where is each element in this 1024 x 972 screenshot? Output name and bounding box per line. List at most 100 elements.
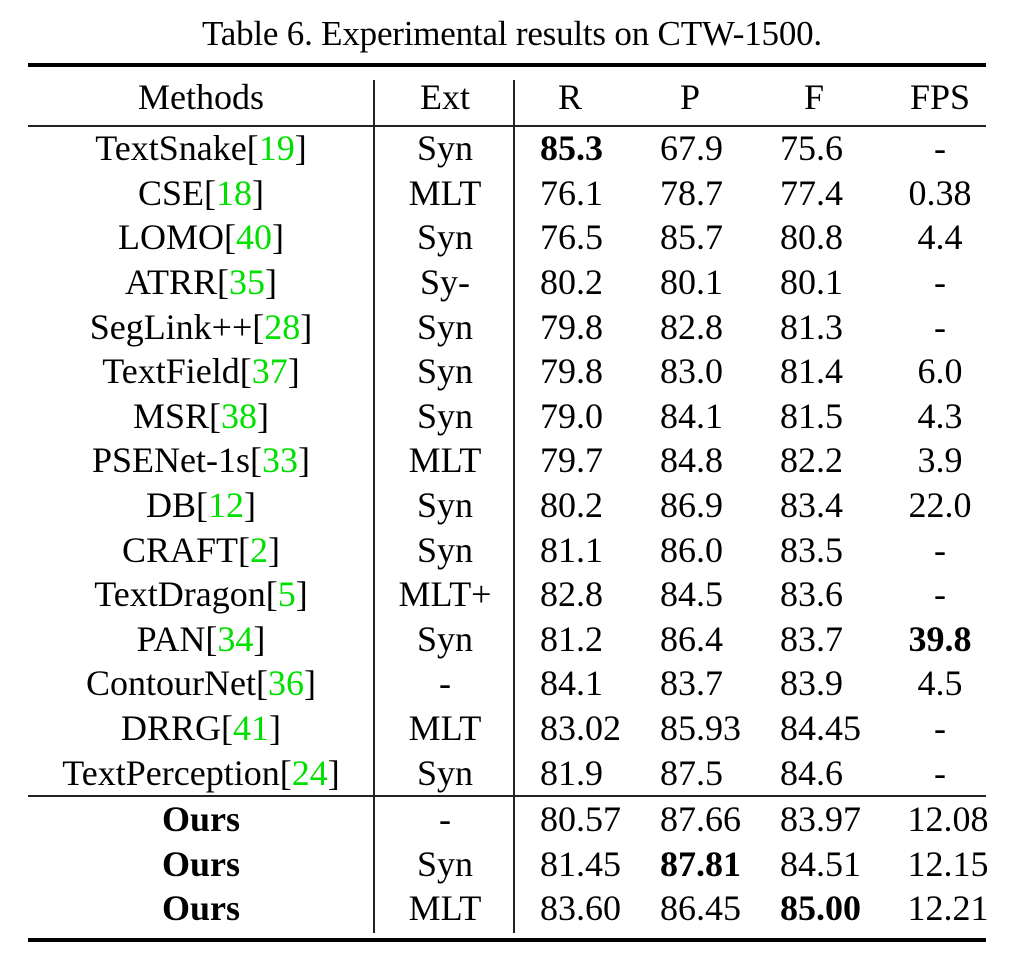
f-cell: 81.4 [780,351,843,392]
header-rule [28,125,986,127]
citation-link[interactable]: 41 [233,708,270,749]
table-ours-body: Ours - 80.57 87.66 83.97 12.08 Ours Syn 81.45 87.… [28,797,989,931]
ext-cell: MLT [408,172,482,213]
citation-close-bracket: ] [265,262,278,303]
p-cell: 85.7 [660,217,723,258]
fps-cell: 22.0 [908,485,972,526]
r-cell: 80.57 [540,799,621,840]
method-cell: PAN [34] [28,617,374,662]
r-cell: 76.5 [540,217,603,258]
method-name: TextDragon [94,574,266,615]
f-cell: 75.6 [780,128,843,169]
citation-link[interactable]: 28 [264,306,301,347]
r-cell: 83.02 [540,708,621,749]
citation-open-bracket: [ [255,663,268,704]
fps-cell: - [934,306,946,347]
ext-cell: Syn [416,128,474,169]
p-cell: 67.9 [660,128,723,169]
ext-cell: - [439,663,451,704]
citation-open-bracket: [ [238,529,251,570]
citation-link[interactable]: 18 [216,172,253,213]
citation-close-bracket: ] [287,351,300,392]
citation-close-bracket: ] [303,663,316,704]
table-row: PSENet-1s [33] MLT 79.7 84.8 82.2 3.9 [28,438,986,483]
p-cell: 86.45 [660,888,741,929]
f-cell: 83.7 [780,618,843,659]
citation-link[interactable]: 19 [258,128,295,169]
method-name: DB [145,485,196,526]
citation-close-bracket: ] [294,128,307,169]
citation-link[interactable]: 12 [208,485,244,526]
table-row: TextSnake [19] Syn 85.3 67.9 75.6 - [28,126,986,171]
r-cell: 76.1 [540,172,603,213]
method-cell: SegLink++ [28] [28,304,374,349]
p-cell: 87.81 [660,843,741,884]
r-cell: 80.2 [540,262,603,303]
citation-link[interactable]: 40 [236,217,272,258]
method-cell: LOMO[40] [28,215,374,260]
p-cell: 82.8 [660,306,723,347]
ext-cell: MLT [408,888,482,929]
ext-cell: Syn [416,618,474,659]
ext-cell: Syn [416,843,474,884]
citation-link[interactable]: 24 [291,752,328,793]
table-row: MSR[38] Syn 79.0 84.1 81.5 4.3 [28,394,986,439]
table-row: TextDragon [5] MLT+ 82.8 84.5 83.6 - [28,572,986,617]
table-header-row: Methods Ext R P F FPS [28,68,986,126]
table-body: TextSnake [19] Syn 85.3 67.9 75.6 - CSE [18] ML… [28,126,986,795]
fps-cell: 6.0 [917,351,963,392]
ext-cell: MLT [408,440,482,481]
method-name: PAN [136,618,206,659]
p-cell: 87.5 [660,752,723,793]
citation-open-bracket: [ [204,172,217,213]
top-rule [28,63,986,67]
method-cell: Ours [28,842,374,887]
r-cell: 82.8 [540,574,603,615]
ext-cell: Syn [416,529,474,570]
citation-open-bracket: [ [265,574,278,615]
f-cell: 83.6 [780,574,843,615]
citation-link[interactable]: 36 [267,663,304,704]
ext-cell: MLT [408,708,482,749]
f-cell: 84.45 [780,708,861,749]
table-row: DRRG [41] MLT 83.02 85.93 84.45 - [28,706,986,751]
citation-link[interactable]: 5 [277,574,296,615]
f-cell: 77.4 [780,172,843,213]
citation-close-bracket: ] [269,708,282,749]
citation-close-bracket: ] [327,752,340,793]
table-row: ATRR[35] Sy- 80.2 80.1 80.1 - [28,260,986,305]
table-row: TextField [37] Syn 79.8 83.0 81.4 6.0 [28,349,986,394]
method-cell: TextDragon [5] [28,572,374,617]
citation-open-bracket: [ [279,752,292,793]
citation-link[interactable]: 35 [229,262,266,303]
citation-close-bracket: ] [257,395,270,436]
method-name: TextPerception [62,752,280,793]
f-cell: 85.00 [780,888,861,929]
fps-cell: - [934,574,946,615]
table-row: TextPerception[24] Syn 81.9 87.5 84.6 - [28,750,986,795]
table-caption: Table 6. Experimental results on CTW-150… [202,14,822,53]
citation-open-bracket: [ [252,306,265,347]
header-f-label: F [804,77,825,117]
citation-link[interactable]: 33 [262,440,298,481]
fps-cell: - [934,262,946,303]
citation-open-bracket: [ [250,440,262,481]
method-cell: DRRG [41] [28,706,374,751]
citation-link[interactable]: 37 [251,351,288,392]
ext-cell: MLT+ [398,574,492,615]
table-row: CRAFT [2] Syn 81.1 86.0 83.5 - [28,527,986,572]
citation-link[interactable]: 2 [250,529,269,570]
fps-cell: - [934,708,946,749]
r-cell: 79.7 [540,440,603,481]
f-cell: 81.3 [780,306,843,347]
citation-open-bracket: [ [239,351,252,392]
r-cell: 81.2 [540,618,603,659]
r-cell: 80.2 [540,485,603,526]
f-cell: 82.2 [780,440,843,481]
method-name: Ours [161,843,240,884]
citation-link[interactable]: 34 [217,618,254,659]
bottom-rule [28,938,986,942]
header-methods: Methods [138,77,264,117]
citation-link[interactable]: 38 [221,395,258,436]
r-cell: 84.1 [540,663,603,704]
